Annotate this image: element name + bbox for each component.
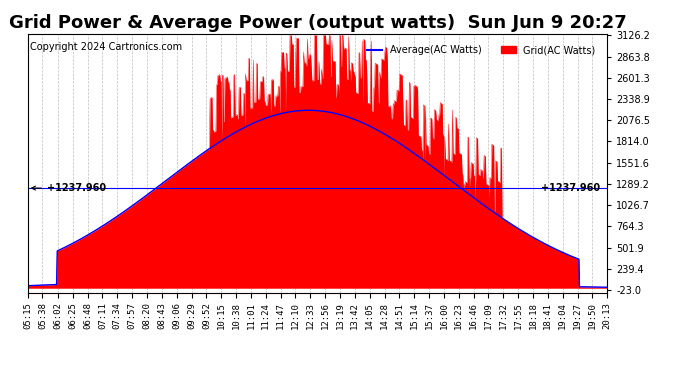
Title: Grid Power & Average Power (output watts)  Sun Jun 9 20:27: Grid Power & Average Power (output watts…	[8, 14, 627, 32]
Text: +1237.960: +1237.960	[32, 183, 106, 193]
Legend: Average(AC Watts), Grid(AC Watts): Average(AC Watts), Grid(AC Watts)	[364, 41, 600, 59]
Text: +1237.960: +1237.960	[541, 183, 600, 193]
Text: Copyright 2024 Cartronics.com: Copyright 2024 Cartronics.com	[30, 42, 183, 51]
